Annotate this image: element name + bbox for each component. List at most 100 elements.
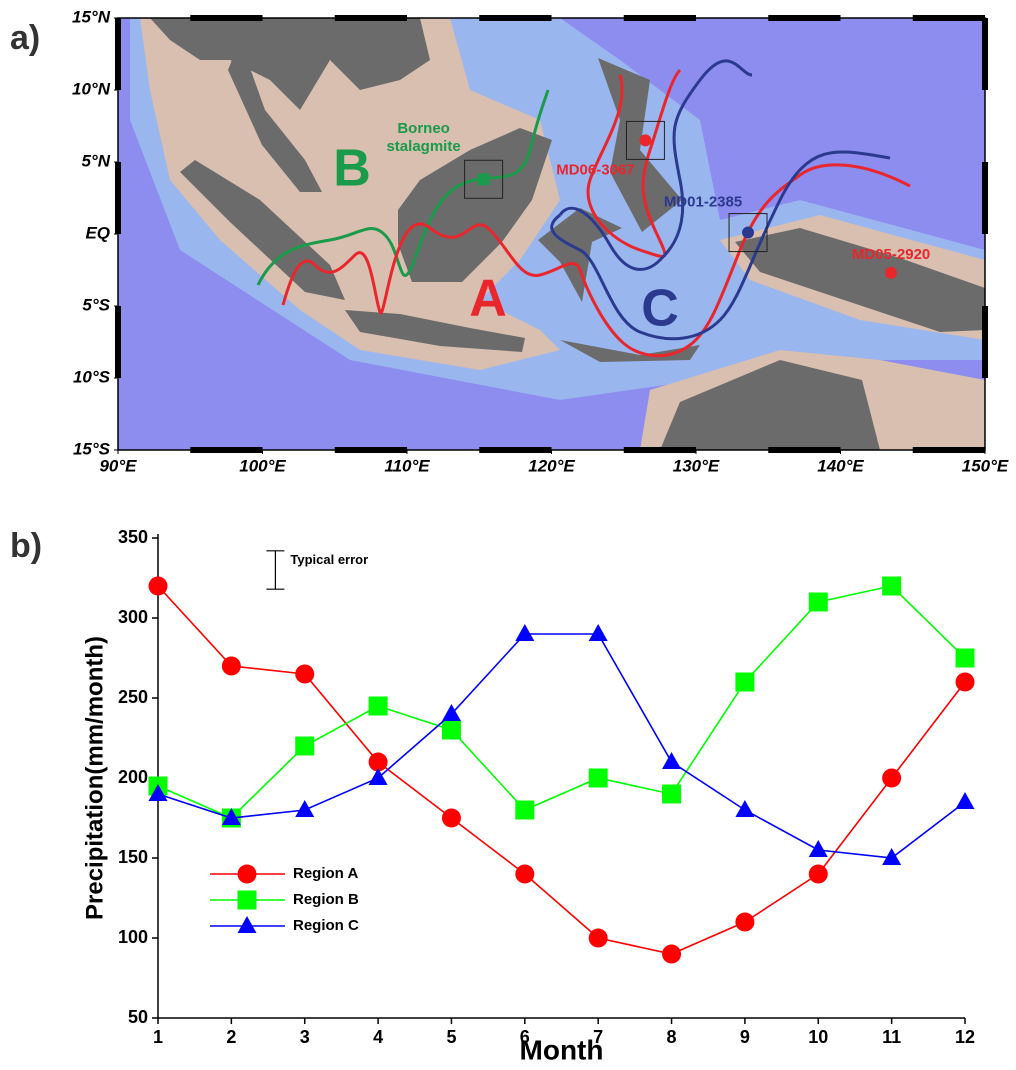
site-marker [885, 267, 897, 279]
legend-marker [238, 891, 257, 910]
legend-label: Region A [293, 865, 358, 882]
site-label: MD01-2385 [664, 194, 742, 211]
data-point [589, 929, 608, 948]
data-point [662, 752, 681, 769]
frame-band [115, 18, 121, 90]
x-tick-label: 3 [300, 1027, 310, 1047]
data-point [369, 697, 388, 716]
frame-band [982, 306, 988, 378]
series-line [158, 586, 965, 954]
legend-label: Region C [293, 917, 359, 934]
data-point [735, 913, 754, 932]
x-tick-label: 120°E [528, 456, 575, 475]
frame-band [768, 15, 840, 21]
x-tick-label: 110°E [384, 456, 430, 475]
site-label: stalagmite [386, 138, 460, 155]
data-point [222, 657, 241, 676]
legend-label: Region B [293, 891, 359, 908]
y-tick-label: EQ [85, 223, 110, 242]
data-point [956, 792, 975, 809]
y-tick-label: 10°N [72, 79, 111, 98]
data-point [809, 593, 828, 612]
frame-band [913, 15, 985, 21]
frame-band [115, 306, 121, 378]
x-tick-label: 150°E [962, 456, 1009, 475]
region-label: C [641, 280, 679, 338]
data-point [515, 865, 534, 884]
y-tick-label: 250 [118, 687, 148, 707]
x-tick-label: 100°E [239, 456, 286, 475]
x-tick-label: 90°E [99, 456, 137, 475]
data-point [369, 768, 388, 785]
data-point [515, 624, 534, 641]
frame-band [115, 162, 121, 234]
region-label: A [469, 270, 507, 328]
y-tick-label: 5°S [82, 295, 110, 314]
data-point [295, 800, 314, 817]
data-point [295, 665, 314, 684]
series-line [158, 586, 965, 818]
frame-band [913, 447, 985, 453]
data-point [809, 840, 828, 857]
data-point [442, 809, 461, 828]
data-point [515, 801, 534, 820]
data-point [442, 721, 461, 740]
x-axis-label: Month [520, 1034, 604, 1065]
x-tick-label: 4 [373, 1027, 383, 1047]
y-tick-label: 15°S [73, 439, 111, 458]
y-tick-label: 150 [118, 847, 148, 867]
frame-band [624, 447, 696, 453]
y-tick-label: 350 [118, 527, 148, 547]
data-point [589, 769, 608, 788]
map-background [118, 18, 985, 450]
frame-band [335, 15, 407, 21]
y-axis-label: Precipitation(mm/month) [81, 636, 108, 920]
legend-marker [238, 916, 257, 933]
site-label: MD05-2920 [852, 246, 930, 263]
frame-band [982, 162, 988, 234]
y-tick-label: 100 [118, 927, 148, 947]
panel-label: a) [10, 19, 40, 57]
series-line [158, 634, 965, 858]
site-marker [742, 227, 754, 239]
data-point [589, 624, 608, 641]
y-tick-label: 200 [118, 767, 148, 787]
region-label: B [333, 140, 371, 198]
site-label: Borneo [397, 120, 450, 137]
data-point [149, 577, 168, 596]
frame-band [624, 15, 696, 21]
x-tick-label: 9 [740, 1027, 750, 1047]
y-tick-label: 50 [128, 1007, 148, 1027]
error-bar [266, 551, 284, 589]
x-tick-label: 10 [808, 1027, 828, 1047]
x-tick-label: 140°E [817, 456, 864, 475]
y-tick-label: 15°N [72, 7, 111, 26]
data-point [662, 785, 681, 804]
data-point [735, 800, 754, 817]
panel-label: b) [10, 527, 42, 565]
y-tick-label: 10°S [73, 367, 111, 386]
data-point [882, 769, 901, 788]
frame-band [768, 447, 840, 453]
x-tick-label: 12 [955, 1027, 975, 1047]
y-tick-label: 5°N [81, 151, 110, 170]
x-tick-label: 8 [667, 1027, 677, 1047]
data-point [956, 649, 975, 668]
x-tick-label: 130°E [673, 456, 720, 475]
error-label: Typical error [290, 552, 368, 567]
frame-band [982, 18, 988, 90]
y-tick-label: 300 [118, 607, 148, 627]
x-tick-label: 5 [446, 1027, 456, 1047]
figure: a) 90°E 100°E 110°E 120°E 130°E 140°E 150°E 15°N… [0, 0, 1016, 1070]
frame-band [190, 447, 262, 453]
frame-band [479, 15, 551, 21]
frame-band [335, 447, 407, 453]
data-point [956, 673, 975, 692]
data-point [809, 865, 828, 884]
x-tick-label: 2 [226, 1027, 236, 1047]
legend-marker [238, 865, 257, 884]
frame-band [479, 447, 551, 453]
data-point [882, 577, 901, 596]
data-point [662, 945, 681, 964]
data-point [295, 737, 314, 756]
